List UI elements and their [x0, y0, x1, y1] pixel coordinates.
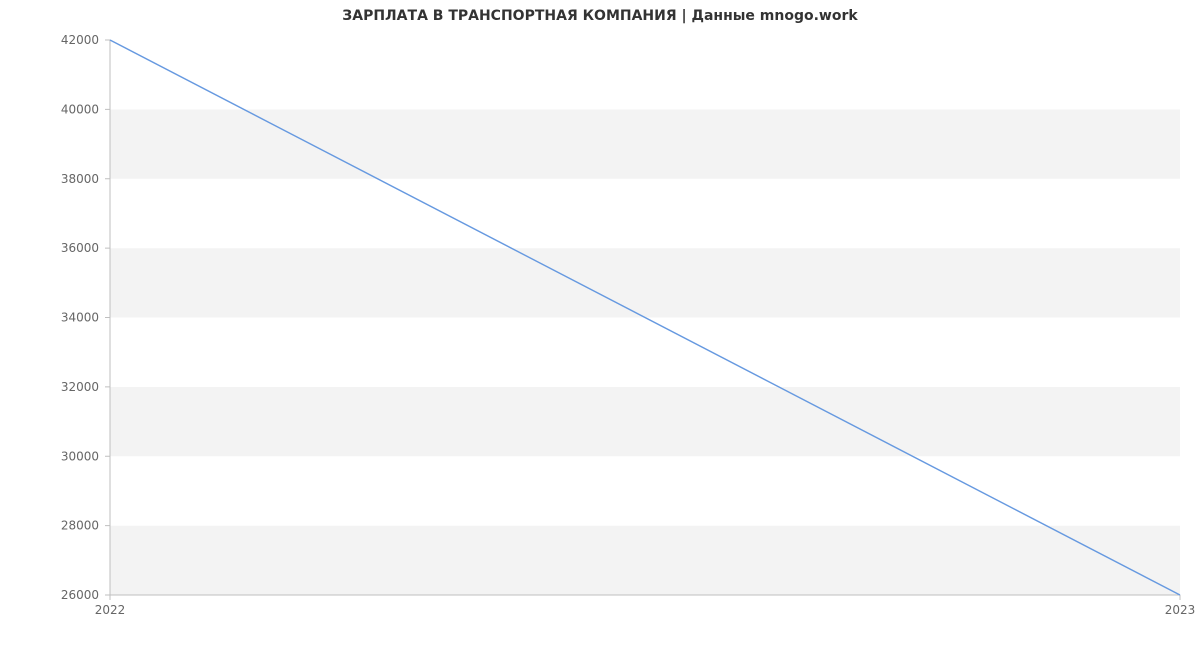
y-tick-label: 42000 — [61, 33, 99, 47]
y-tick-label: 36000 — [61, 241, 99, 255]
y-tick-label: 38000 — [61, 172, 99, 186]
grid-band — [110, 387, 1180, 456]
grid-band — [110, 526, 1180, 595]
grid-band — [110, 318, 1180, 387]
chart-container: ЗАРПЛАТА В ТРАНСПОРТНАЯ КОМПАНИЯ | Данны… — [0, 0, 1200, 650]
grid-band — [110, 109, 1180, 178]
y-tick-label: 28000 — [61, 519, 99, 533]
line-chart: 26000 28000 30000 32000 34000 36000 38000 40000… — [0, 0, 1200, 650]
grid-band — [110, 248, 1180, 317]
chart-title: ЗАРПЛАТА В ТРАНСПОРТНАЯ КОМПАНИЯ | Данны… — [0, 8, 1200, 24]
y-tick-label: 32000 — [61, 380, 99, 394]
x-tick-label: 2022 — [95, 603, 126, 617]
y-tick-label: 40000 — [61, 102, 99, 116]
y-tick-label: 30000 — [61, 449, 99, 463]
grid-band — [110, 179, 1180, 248]
y-tick-label: 26000 — [61, 588, 99, 602]
grid-band — [110, 40, 1180, 109]
y-tick-label: 34000 — [61, 311, 99, 325]
grid-band — [110, 456, 1180, 525]
x-tick-label: 2023 — [1165, 603, 1196, 617]
